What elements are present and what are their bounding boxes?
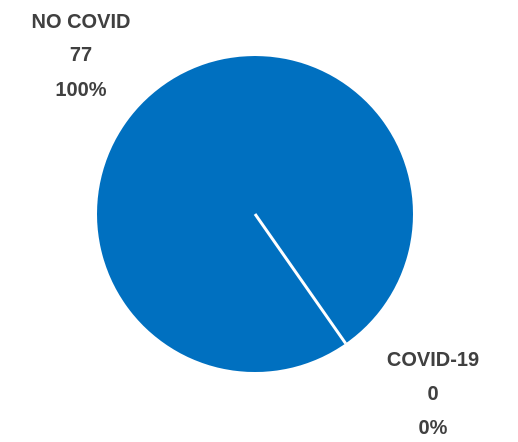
data-label-no-covid-value: 77 — [70, 44, 92, 66]
pie-slice-covid-19 — [253, 213, 347, 345]
pie-slices — [97, 56, 413, 372]
data-label-covid-19-percent: 0% — [419, 417, 448, 439]
data-label-no-covid-name: NO COVID — [32, 11, 131, 33]
data-label-covid-19-value: 0 — [427, 383, 438, 405]
data-label-covid-19-name: COVID-19 — [387, 349, 479, 371]
data-label-no-covid: NO COVID 77 100% — [32, 11, 131, 101]
data-label-no-covid-percent: 100% — [55, 79, 106, 101]
data-label-covid-19: COVID-19 0 0% — [387, 349, 479, 439]
